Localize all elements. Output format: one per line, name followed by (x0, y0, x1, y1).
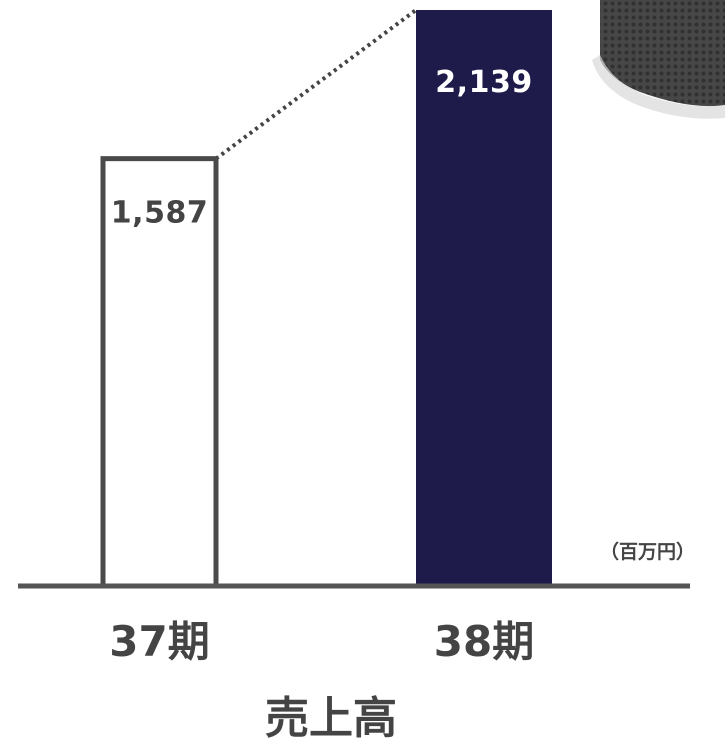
growth-connector-line (214, 8, 418, 161)
bar-2 (416, 10, 552, 586)
bar-value-label-1: 1,587 (111, 196, 208, 231)
bar-1 (100, 156, 219, 589)
chart-caption: 売上高 (265, 693, 397, 744)
category-label-1: 37期 (109, 617, 209, 666)
corner-photo-decoration (592, 0, 725, 119)
category-labels: 37期 38期 (109, 617, 534, 666)
bars: 1,587 2,139 (100, 10, 552, 589)
bar-value-label-2: 2,139 (435, 65, 532, 100)
category-label-2: 38期 (434, 617, 534, 666)
unit-label: （百万円） (600, 540, 695, 563)
